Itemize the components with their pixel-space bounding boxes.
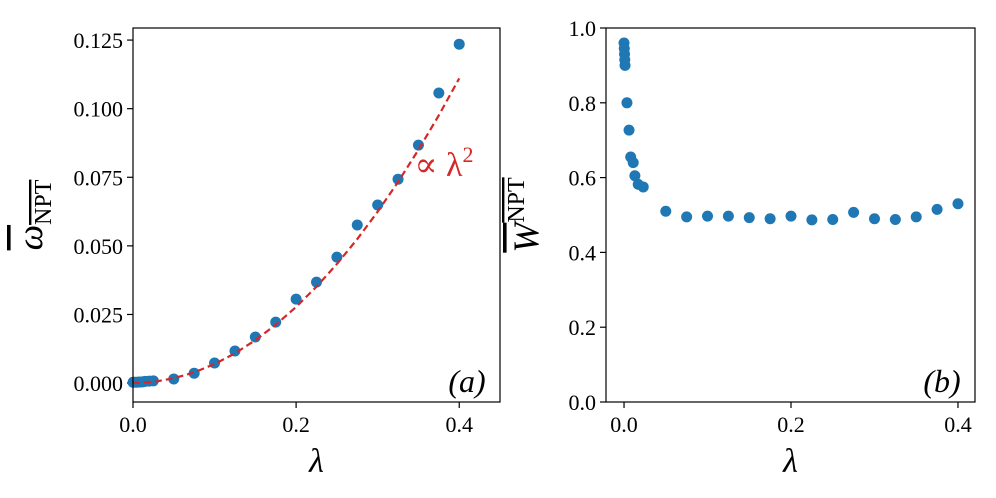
point — [785, 210, 797, 222]
point — [848, 206, 860, 218]
x-tick-label: 0.4 — [944, 412, 972, 437]
x-tick-label: 0.0 — [610, 412, 638, 437]
point — [311, 276, 322, 288]
point — [188, 367, 200, 379]
point — [764, 213, 776, 225]
point — [249, 331, 261, 343]
y-tick-label: 0.4 — [569, 240, 597, 265]
point — [627, 157, 639, 169]
y-tick-label: 0.2 — [569, 315, 597, 340]
point — [453, 38, 465, 50]
x-axis-label: λ — [308, 443, 324, 480]
y-tick-label: 0.125 — [74, 28, 124, 53]
fit-line — [132, 77, 461, 385]
point — [621, 97, 633, 109]
x-tick-label: 0.2 — [777, 412, 805, 437]
x-tick-label: 0.2 — [282, 412, 310, 437]
axes-frame — [132, 27, 501, 403]
x-tick-label: 0.0 — [119, 412, 147, 437]
y-tick-label: 0.000 — [74, 371, 124, 396]
point — [681, 211, 693, 223]
axes-frame — [605, 27, 976, 403]
point — [619, 59, 631, 71]
point — [931, 203, 943, 215]
y-label-sub: NPT — [31, 179, 57, 225]
point — [868, 213, 880, 225]
point — [660, 205, 672, 217]
point — [270, 316, 282, 328]
y-tick-label: 1.0 — [569, 16, 597, 41]
point — [412, 139, 424, 151]
annotation-text: ∝ λ — [415, 147, 464, 184]
y-tick-label: 0.075 — [74, 165, 124, 190]
y-label-sup: NPT — [504, 177, 530, 223]
point — [637, 181, 649, 193]
y-label-base: W — [506, 220, 546, 253]
x-axis-label: λ — [782, 443, 798, 480]
point — [743, 212, 755, 224]
point — [806, 214, 818, 226]
point — [722, 210, 734, 222]
point — [372, 199, 384, 211]
annotation-sup: 2 — [463, 142, 474, 167]
y-tick-label: 0.025 — [74, 302, 124, 327]
y-label-base: ω — [10, 225, 50, 250]
y-tick-label: 0.050 — [74, 234, 124, 259]
annotation: ∝ λ2 — [415, 142, 474, 184]
y-tick-label: 0.0 — [569, 390, 597, 415]
point — [702, 210, 714, 222]
point — [351, 219, 363, 231]
point — [168, 373, 180, 385]
point — [147, 375, 159, 387]
y-axis-label: WNPT — [504, 177, 546, 253]
x-tick-label: 0.4 — [445, 412, 473, 437]
y-tick-label: 0.6 — [569, 166, 597, 191]
point — [433, 87, 445, 99]
y-tick-label: 0.100 — [74, 97, 124, 122]
panel-label: (b) — [923, 363, 960, 399]
point — [910, 211, 922, 223]
panel-label: (a) — [448, 363, 485, 399]
point — [952, 198, 964, 210]
point — [629, 170, 641, 182]
point — [889, 213, 901, 225]
point — [623, 124, 635, 136]
point — [290, 293, 302, 305]
y-tick-label: 0.8 — [569, 91, 597, 116]
y-axis-label: ωNPT — [10, 179, 57, 250]
point — [827, 213, 839, 225]
